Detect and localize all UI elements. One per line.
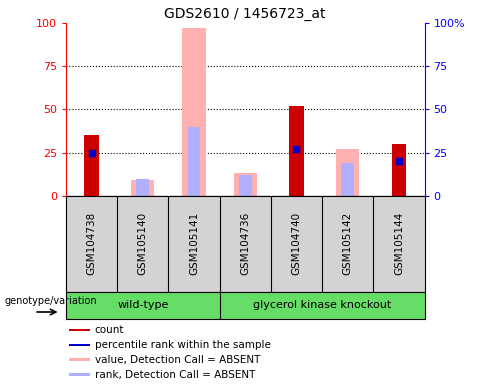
- Bar: [336, 149, 359, 196]
- Bar: [69, 344, 90, 346]
- Text: value, Detection Call = ABSENT: value, Detection Call = ABSENT: [95, 355, 260, 365]
- Bar: [69, 358, 90, 361]
- Bar: [239, 175, 252, 196]
- Text: GSM105141: GSM105141: [189, 212, 199, 275]
- Text: rank, Detection Call = ABSENT: rank, Detection Call = ABSENT: [95, 370, 255, 380]
- Text: GSM105140: GSM105140: [138, 212, 148, 275]
- Bar: [69, 373, 90, 376]
- Text: percentile rank within the sample: percentile rank within the sample: [95, 340, 270, 350]
- Bar: [69, 329, 90, 331]
- Bar: [136, 179, 149, 196]
- Text: wild-type: wild-type: [117, 300, 168, 310]
- Text: GSM104738: GSM104738: [86, 212, 97, 275]
- Bar: [392, 144, 406, 196]
- Bar: [183, 28, 205, 196]
- Bar: [341, 163, 354, 196]
- Bar: [234, 174, 257, 196]
- Text: glycerol kinase knockout: glycerol kinase knockout: [253, 300, 391, 310]
- Bar: [84, 136, 99, 196]
- Text: genotype/variation: genotype/variation: [5, 296, 98, 306]
- Bar: [289, 106, 304, 196]
- Text: count: count: [95, 325, 124, 335]
- Text: GSM104740: GSM104740: [291, 212, 302, 275]
- Text: GSM104736: GSM104736: [240, 212, 250, 275]
- Text: GSM105142: GSM105142: [343, 212, 353, 275]
- Text: GSM105144: GSM105144: [394, 212, 404, 275]
- Bar: [131, 180, 154, 196]
- Bar: [187, 127, 201, 196]
- Title: GDS2610 / 1456723_at: GDS2610 / 1456723_at: [164, 7, 326, 21]
